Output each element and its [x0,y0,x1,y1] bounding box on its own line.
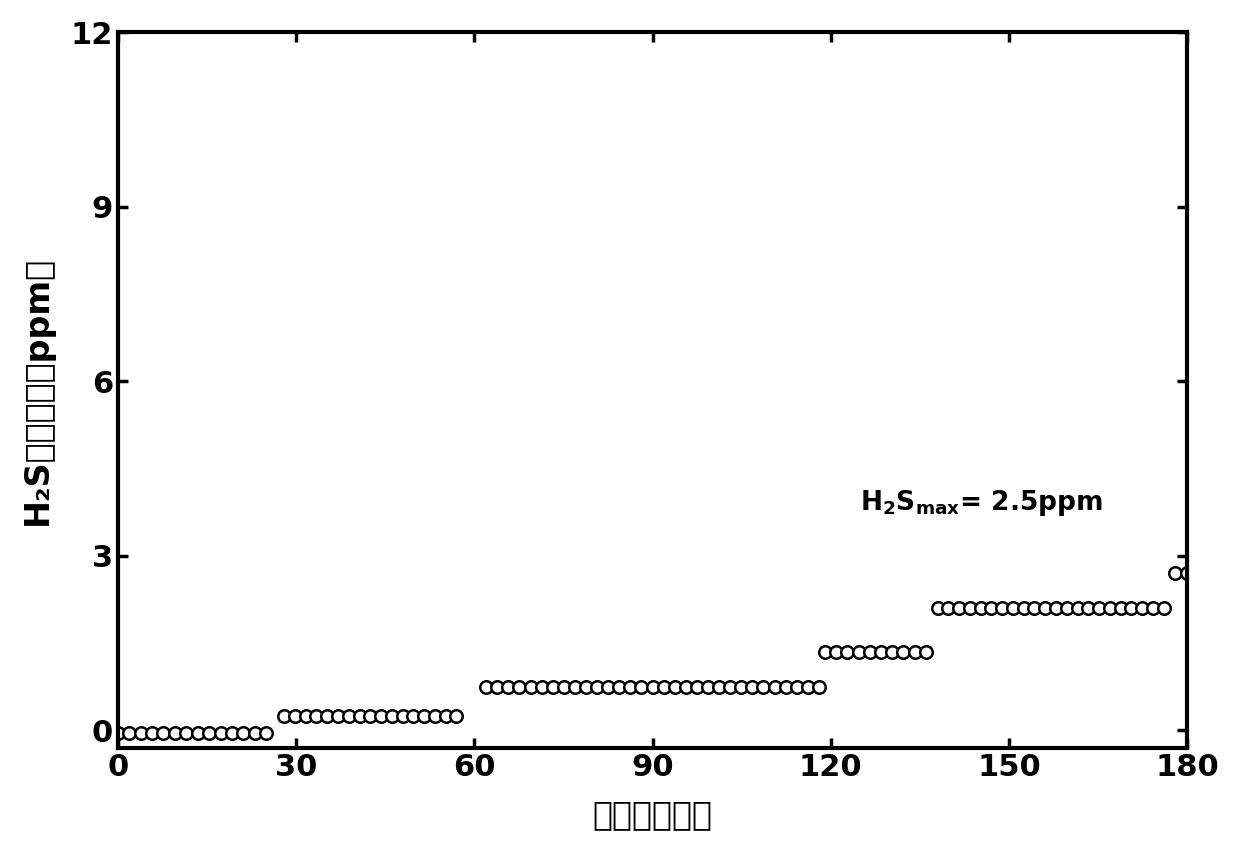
X-axis label: 时间（分钟）: 时间（分钟） [593,798,713,832]
Text: $\mathbf{H_2S_{max}}$= 2.5ppm: $\mathbf{H_2S_{max}}$= 2.5ppm [861,488,1104,518]
Y-axis label: H₂S气体含量（ppm）: H₂S气体含量（ppm） [21,256,53,525]
